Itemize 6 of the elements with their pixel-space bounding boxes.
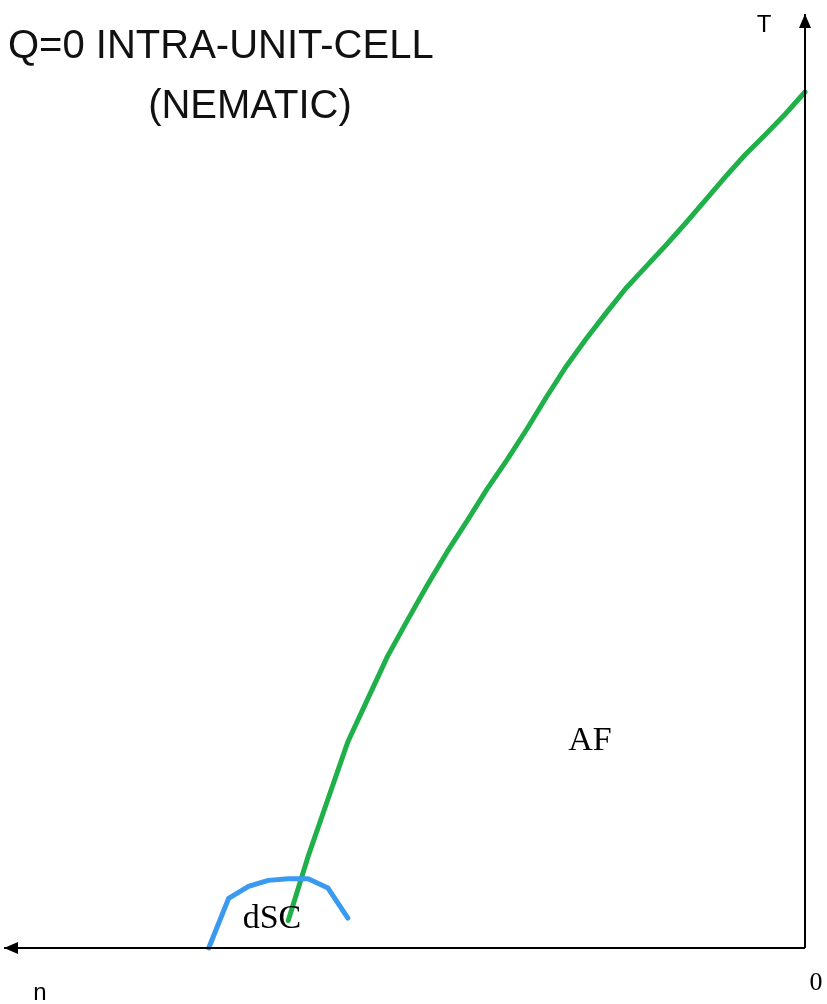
annotation: AF	[568, 720, 612, 757]
x-axis-title: n	[33, 978, 47, 1004]
chart-title: Q=0 INTRA-UNIT-CELL (NEMATIC)	[8, 22, 434, 126]
text: 0	[809, 967, 823, 996]
annotation: dSC	[242, 898, 302, 935]
y-axis-title: T	[756, 10, 772, 37]
